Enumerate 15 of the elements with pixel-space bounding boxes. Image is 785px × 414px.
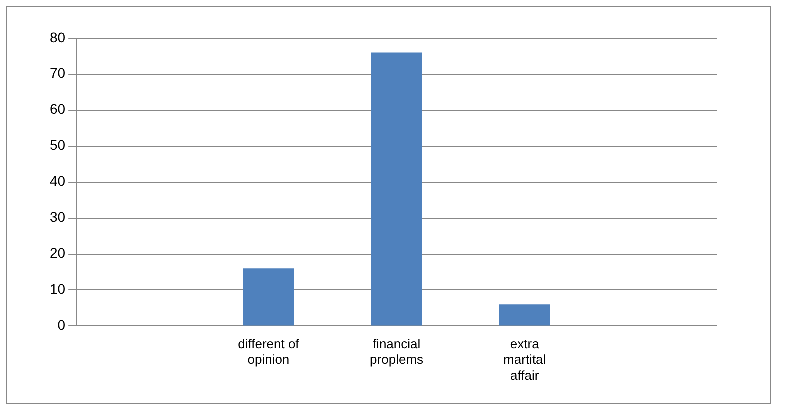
y-tick-label: 20 <box>50 245 66 262</box>
y-tick-label: 30 <box>50 209 66 226</box>
bar <box>371 52 422 326</box>
bar <box>499 304 550 326</box>
y-tick-label: 0 <box>58 317 66 334</box>
x-tick-label: financial proplems <box>370 336 424 368</box>
y-tick-label: 10 <box>50 281 66 298</box>
y-tick-label: 70 <box>50 65 66 82</box>
x-tick-label: extra martital affair <box>504 336 546 383</box>
y-tick-label: 60 <box>50 101 66 118</box>
x-tick-label: different of opinion <box>238 336 300 368</box>
bar <box>243 268 294 326</box>
y-tick-label: 40 <box>50 173 66 190</box>
y-tick-label: 50 <box>50 137 66 154</box>
y-tick-label: 80 <box>50 29 66 46</box>
